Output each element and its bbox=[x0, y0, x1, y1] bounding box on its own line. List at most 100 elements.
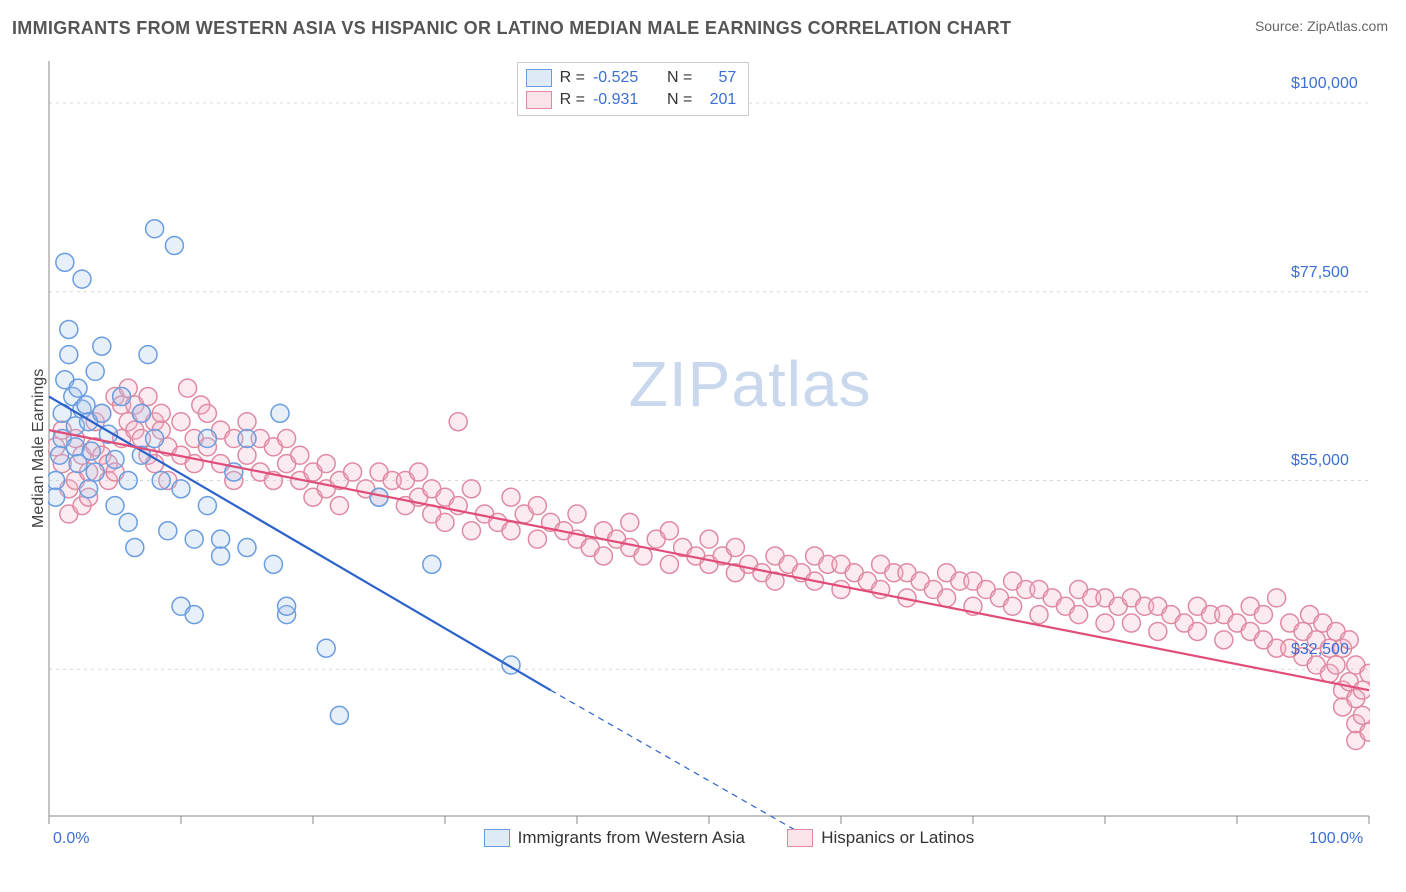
y-tick-label: $55,000 bbox=[1291, 452, 1349, 470]
data-point-blue bbox=[264, 555, 282, 573]
correlation-legend: R =-0.525N =57R =-0.931N =201 bbox=[517, 62, 750, 116]
data-point-pink bbox=[1004, 597, 1022, 615]
data-point-pink bbox=[449, 413, 467, 431]
data-point-blue bbox=[48, 488, 65, 506]
data-point-blue bbox=[330, 706, 348, 724]
data-point-pink bbox=[1070, 606, 1088, 624]
data-point-pink bbox=[410, 463, 428, 481]
data-point-blue bbox=[93, 404, 111, 422]
y-tick-label: $77,500 bbox=[1291, 264, 1349, 282]
data-point-pink bbox=[634, 547, 652, 565]
data-point-pink bbox=[502, 488, 520, 506]
data-point-pink bbox=[832, 581, 850, 599]
data-point-blue bbox=[69, 379, 87, 397]
data-point-pink bbox=[528, 497, 546, 515]
data-point-blue bbox=[66, 438, 84, 456]
r-label: R = bbox=[560, 69, 585, 87]
data-point-blue bbox=[172, 480, 190, 498]
data-point-pink bbox=[1122, 614, 1140, 632]
data-point-blue bbox=[185, 530, 203, 548]
x-tick-label: 100.0% bbox=[1309, 830, 1363, 848]
data-point-pink bbox=[1268, 589, 1286, 607]
data-point-pink bbox=[436, 513, 454, 531]
data-point-pink bbox=[238, 446, 256, 464]
y-tick-label: $32,500 bbox=[1291, 641, 1349, 659]
scatter-plot bbox=[48, 60, 1370, 830]
data-point-pink bbox=[621, 513, 639, 531]
data-point-blue bbox=[212, 530, 230, 548]
data-point-blue bbox=[60, 320, 78, 338]
chart-title: IMMIGRANTS FROM WESTERN ASIA VS HISPANIC… bbox=[12, 18, 1011, 39]
data-point-pink bbox=[1030, 606, 1048, 624]
data-point-blue bbox=[146, 430, 164, 448]
n-value-pink: 201 bbox=[700, 91, 736, 109]
data-point-blue bbox=[51, 446, 69, 464]
data-point-blue bbox=[82, 442, 100, 460]
data-point-pink bbox=[1254, 606, 1272, 624]
n-label: N = bbox=[667, 69, 692, 87]
data-point-blue bbox=[106, 497, 124, 515]
data-point-pink bbox=[238, 413, 256, 431]
data-point-blue bbox=[86, 362, 104, 380]
data-point-blue bbox=[165, 237, 183, 255]
data-point-pink bbox=[700, 530, 718, 548]
data-point-blue bbox=[271, 404, 289, 422]
data-point-pink bbox=[660, 522, 678, 540]
trend-line-ext-blue bbox=[551, 690, 815, 830]
source-attribution: Source: ZipAtlas.com bbox=[1255, 18, 1388, 34]
data-point-blue bbox=[198, 430, 216, 448]
data-point-blue bbox=[86, 463, 104, 481]
data-point-pink bbox=[1188, 622, 1206, 640]
data-point-pink bbox=[528, 530, 546, 548]
data-point-pink bbox=[330, 497, 348, 515]
r-value-blue: -0.525 bbox=[593, 69, 653, 87]
data-point-pink bbox=[317, 455, 335, 473]
data-point-pink bbox=[179, 379, 197, 397]
series-legend-blue: Immigrants from Western Asia bbox=[484, 828, 745, 848]
trend-line-pink bbox=[49, 430, 1369, 690]
data-point-blue bbox=[60, 346, 78, 364]
data-point-blue bbox=[238, 430, 256, 448]
data-point-blue bbox=[146, 220, 164, 238]
data-point-pink bbox=[278, 430, 296, 448]
r-label: R = bbox=[560, 91, 585, 109]
data-point-blue bbox=[152, 471, 170, 489]
legend-row-blue: R = -0.525 N = 57 bbox=[526, 67, 737, 89]
data-point-blue bbox=[126, 539, 144, 557]
data-point-pink bbox=[198, 404, 216, 422]
data-point-pink bbox=[1353, 706, 1370, 724]
data-point-blue bbox=[212, 547, 230, 565]
y-tick-label: $100,000 bbox=[1291, 75, 1358, 93]
data-point-pink bbox=[1096, 614, 1114, 632]
n-label: N = bbox=[667, 91, 692, 109]
data-point-blue bbox=[238, 539, 256, 557]
data-point-pink bbox=[660, 555, 678, 573]
data-point-blue bbox=[48, 471, 65, 489]
x-tick-label: 0.0% bbox=[53, 830, 89, 848]
data-point-blue bbox=[93, 337, 111, 355]
data-point-pink bbox=[291, 446, 309, 464]
legend-swatch-pink bbox=[787, 829, 813, 847]
data-point-blue bbox=[119, 513, 137, 531]
data-point-pink bbox=[1215, 631, 1233, 649]
n-value-blue: 57 bbox=[700, 69, 736, 87]
legend-swatch-blue bbox=[484, 829, 510, 847]
source-link[interactable]: ZipAtlas.com bbox=[1307, 18, 1388, 34]
data-point-blue bbox=[73, 270, 91, 288]
data-point-blue bbox=[198, 497, 216, 515]
data-point-pink bbox=[344, 463, 362, 481]
data-point-pink bbox=[139, 388, 157, 406]
data-point-blue bbox=[77, 396, 95, 414]
data-point-pink bbox=[502, 522, 520, 540]
series-legend-pink: Hispanics or Latinos bbox=[787, 828, 974, 848]
y-axis-label: Median Male Earnings bbox=[30, 369, 48, 528]
trend-line-blue bbox=[49, 397, 551, 691]
data-point-blue bbox=[132, 404, 150, 422]
data-point-blue bbox=[423, 555, 441, 573]
data-point-blue bbox=[139, 346, 157, 364]
legend-label-pink: Hispanics or Latinos bbox=[821, 828, 974, 848]
data-point-pink bbox=[938, 589, 956, 607]
data-point-pink bbox=[726, 539, 744, 557]
legend-swatch-pink bbox=[526, 91, 552, 109]
data-point-pink bbox=[594, 547, 612, 565]
